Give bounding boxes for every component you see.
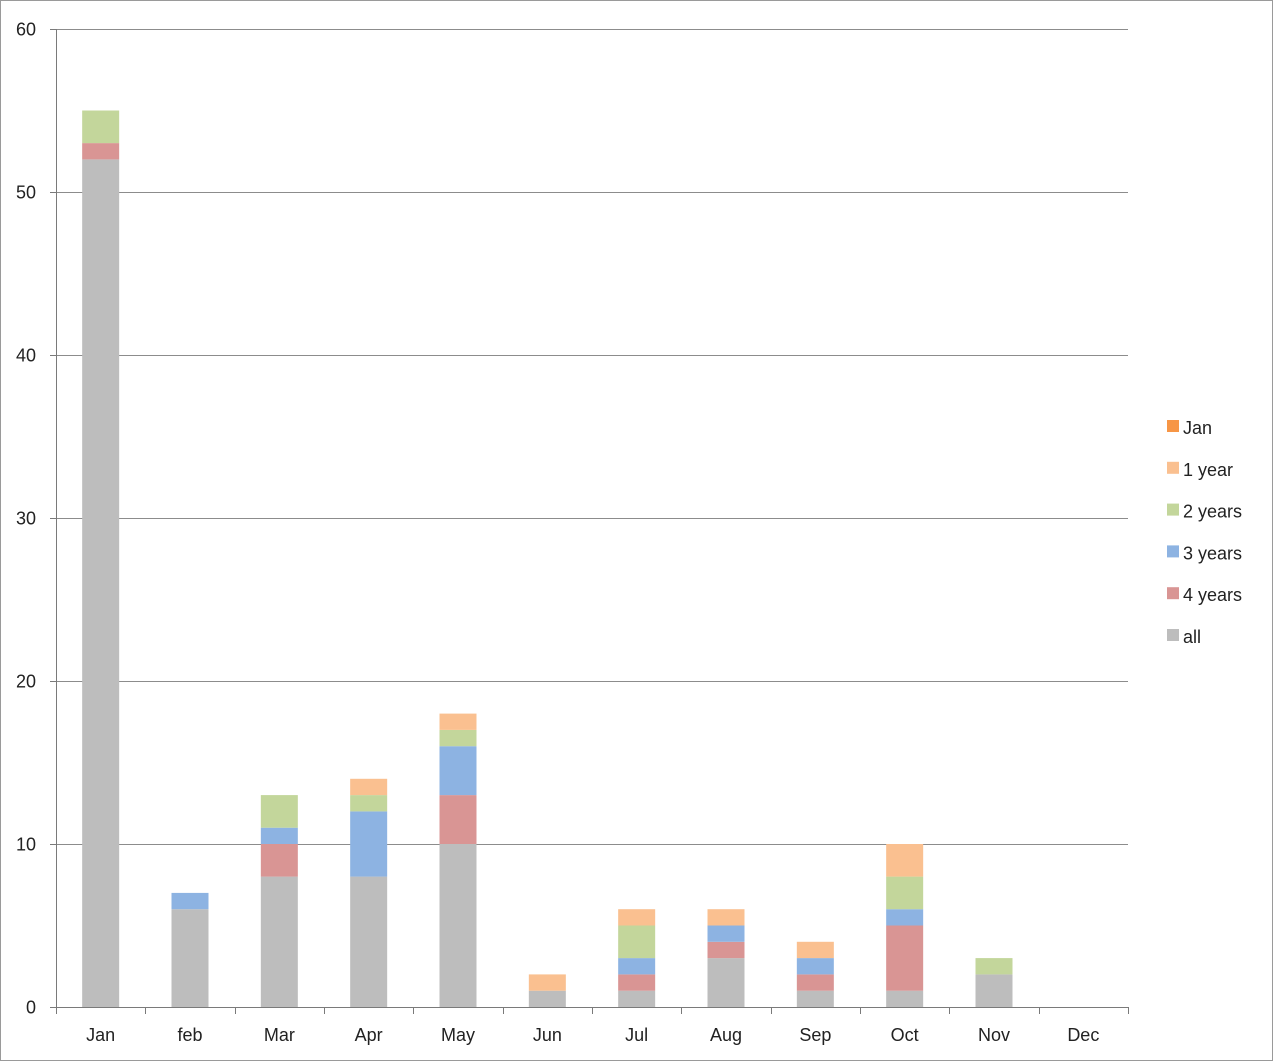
bar-segment xyxy=(350,876,388,1007)
legend-swatch xyxy=(1167,629,1179,641)
bar-segment xyxy=(618,974,656,991)
x-tick-label: Apr xyxy=(355,1025,383,1045)
x-tick-label: feb xyxy=(177,1025,202,1045)
x-tick-label: Jun xyxy=(533,1025,562,1045)
bar-segment xyxy=(796,990,834,1007)
bar-segment xyxy=(886,909,924,926)
bar-segment xyxy=(528,990,566,1007)
bar-segment xyxy=(796,941,834,959)
x-tick-label: Oct xyxy=(891,1025,919,1045)
legend-label: 2 years xyxy=(1183,502,1242,522)
x-tick-labels: Jan feb Mar Apr May Jun Jul Aug Sep Oct Nov Dec xyxy=(86,1025,1099,1045)
legend-label: 3 years xyxy=(1183,543,1242,563)
legend-label: 4 years xyxy=(1183,585,1242,605)
y-tick-label: 20 xyxy=(16,672,36,692)
x-tick-label: Sep xyxy=(799,1025,831,1045)
gridlines xyxy=(56,29,1128,845)
bar-segment xyxy=(439,729,477,747)
bar-segment xyxy=(886,990,924,1007)
x-tick-label: Aug xyxy=(710,1025,742,1045)
bar-segment xyxy=(171,909,209,1007)
legend-swatch xyxy=(1167,461,1179,474)
y-tick-label: 50 xyxy=(16,183,36,203)
legend-swatch xyxy=(1167,545,1179,558)
bar-segment xyxy=(618,909,656,926)
legend-item[interactable]: Jan xyxy=(1167,418,1212,438)
legend-swatch xyxy=(1167,587,1179,600)
bar-segment xyxy=(82,110,120,144)
bar-segment xyxy=(82,159,120,1007)
y-tick-label: 40 xyxy=(16,346,36,366)
legend-item[interactable]: 2 years xyxy=(1167,502,1242,522)
bar-segment xyxy=(886,925,924,991)
bar-segment xyxy=(439,844,477,1007)
y-tick-label: 30 xyxy=(16,509,36,529)
x-tick-label: Jul xyxy=(625,1025,648,1045)
legend-swatch xyxy=(1167,420,1179,432)
bar-segment xyxy=(796,958,834,975)
bar-segment xyxy=(439,713,477,730)
bar-segment xyxy=(260,876,298,1007)
legend-label: all xyxy=(1183,627,1201,647)
bar-segment xyxy=(707,925,745,942)
bar-segment xyxy=(350,811,388,877)
bar-segment xyxy=(528,974,566,991)
bar-segment xyxy=(350,778,388,796)
bar-segment xyxy=(260,844,298,877)
legend-label: Jan xyxy=(1183,418,1212,438)
legend-swatch xyxy=(1167,503,1179,516)
bar-segment xyxy=(260,795,298,828)
bar-segment xyxy=(618,958,656,975)
x-tick-label: Dec xyxy=(1067,1025,1099,1045)
bar-segment xyxy=(260,827,298,844)
y-tick-label: 10 xyxy=(16,835,36,855)
x-tick-label: Jan xyxy=(86,1025,115,1045)
legend-item[interactable]: 3 years xyxy=(1167,543,1242,563)
bar-segment xyxy=(796,974,834,991)
legend-label: 1 year xyxy=(1183,460,1233,480)
bar-segment xyxy=(886,876,924,910)
bar-segment xyxy=(886,844,924,877)
bar-segment xyxy=(975,974,1013,1007)
bar-segment xyxy=(439,795,477,844)
axes xyxy=(50,29,1129,1014)
bar-segment xyxy=(975,958,1013,975)
bar-segment xyxy=(707,909,745,926)
y-tick-label: 60 xyxy=(16,20,36,40)
legend-item[interactable]: all xyxy=(1167,627,1201,647)
bar-segment xyxy=(707,941,745,959)
bar-segment xyxy=(707,958,745,1007)
x-tick-label: Mar xyxy=(264,1025,295,1045)
y-tick-labels: 0 10 20 30 40 50 60 xyxy=(16,20,36,1018)
bar-segment xyxy=(82,143,120,160)
bars xyxy=(82,110,1013,1007)
bar-segment xyxy=(171,892,209,910)
bar-segment xyxy=(618,990,656,1007)
legend-item[interactable]: 1 year xyxy=(1167,460,1233,480)
bar-segment xyxy=(618,925,656,959)
x-tick-label: Nov xyxy=(978,1025,1010,1045)
legend-item[interactable]: 4 years xyxy=(1167,585,1242,605)
legend[interactable]: Jan 1 year 2 years 3 years 4 years all xyxy=(1167,418,1242,647)
bar-segment xyxy=(439,746,477,796)
y-tick-label: 0 xyxy=(26,998,36,1018)
x-tick-label: May xyxy=(441,1025,475,1045)
bar-segment xyxy=(350,795,388,812)
